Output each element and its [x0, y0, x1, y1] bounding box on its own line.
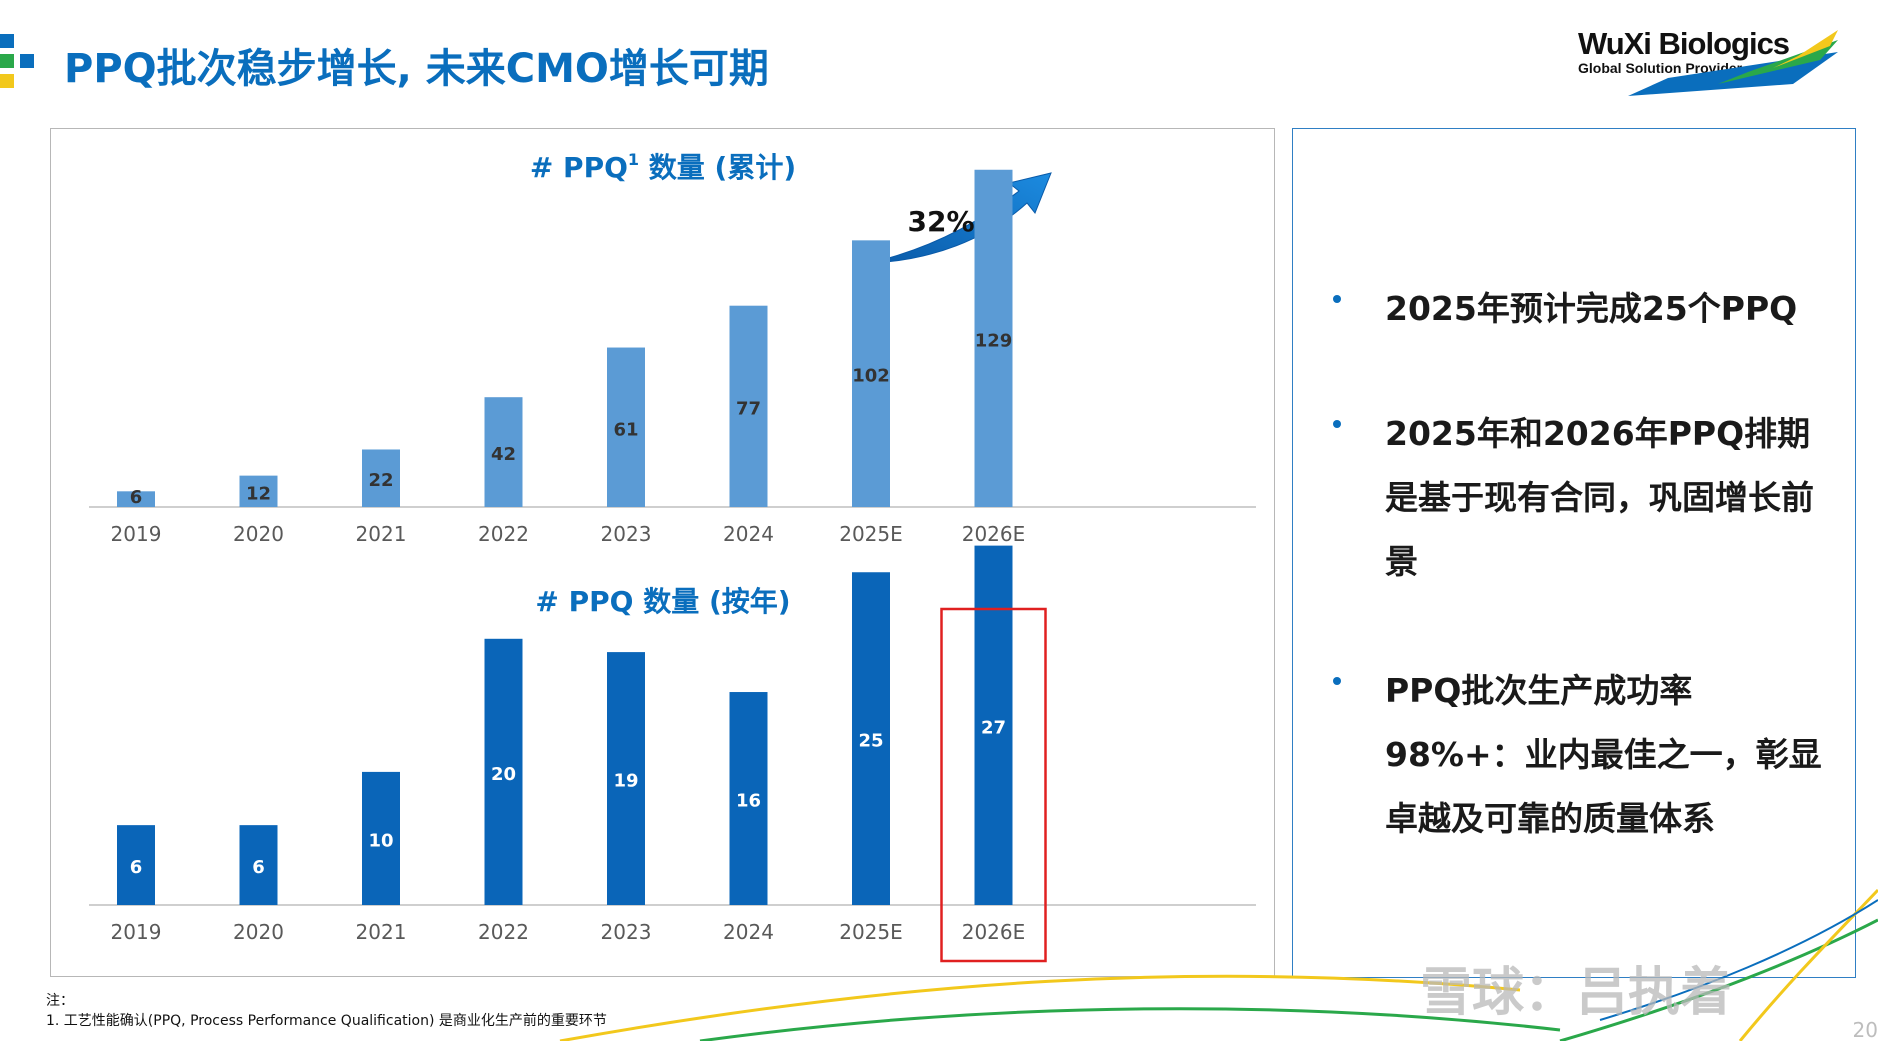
- chart-2-value-label: 27: [981, 717, 1006, 738]
- chart-2-value-label: 16: [736, 791, 761, 812]
- chart-1-tick-label: 2022: [478, 522, 529, 546]
- chart-1-bar-2021: [362, 449, 400, 507]
- footnote-line-1: 1. 工艺性能确认(PPQ, Process Performance Quali…: [46, 1013, 607, 1029]
- chart-2-bar-2024: [729, 692, 768, 905]
- chart-2-value-label: 10: [368, 830, 393, 851]
- chart-2-value-label: 25: [858, 731, 883, 752]
- bullet-dot-icon: [1333, 677, 1341, 685]
- chart-1-title-sup: 1: [628, 150, 639, 169]
- page-number: 20: [1852, 1018, 1878, 1042]
- chart-1-tick-label: 2021: [356, 522, 407, 546]
- wuxi-biologics-logo: WuXi Biologics Global Solution Provider: [1568, 26, 1838, 96]
- chart-1-tick-label: 2024: [723, 522, 774, 546]
- chart-2-tick-label: 2020: [233, 920, 284, 944]
- ppq-bar-charts: # PPQ1 数量 (累计) 32% 620191220202220214220…: [89, 150, 1256, 963]
- chart-2-tick-label: 2025E: [839, 920, 903, 944]
- chart-2-bar-2025E: [852, 572, 890, 905]
- chart-2-value-label: 19: [613, 771, 638, 792]
- key-points-panel: 2025年预计完成25个PPQ 2025年和2026年PPQ排期是基于现有合同，…: [1292, 128, 1856, 978]
- growth-rate-annotation: 32%: [907, 205, 974, 238]
- chart-2-title: # PPQ 数量 (按年): [535, 585, 790, 618]
- chart-1-value-label: 129: [975, 330, 1013, 351]
- chart-2-tick-label: 2024: [723, 920, 774, 944]
- chart-1-bar-2023: [607, 347, 645, 507]
- chart-1-value-label: 42: [491, 444, 516, 465]
- chart-2-tick-label: 2026E: [962, 920, 1026, 944]
- growth-arrow-icon: [868, 172, 1052, 264]
- chart-1-title: # PPQ1 数量 (累计): [530, 150, 796, 184]
- chart-1-title-suffix: 数量 (累计): [639, 151, 796, 184]
- chart-1-value-label: 12: [246, 483, 271, 504]
- chart-2-bar-2026E: [974, 545, 1013, 905]
- chart-1-tick-label: 2020: [233, 522, 284, 546]
- chart-1-bar-2020: [239, 475, 278, 507]
- chart-2-tick-label: 2023: [601, 920, 652, 944]
- bullet-text: 2025年和2026年PPQ排期是基于现有合同，巩固增长前景: [1385, 414, 1814, 581]
- chart-1-title-main: # PPQ: [530, 151, 628, 184]
- chart-1-tick-label: 2025E: [839, 522, 903, 546]
- bullet-text: PPQ批次生产成功率98%+：业内最佳之一，彰显卓越及可靠的质量体系: [1385, 671, 1822, 838]
- chart-2-bar-2021: [362, 771, 400, 905]
- footnote: 注： 1. 工艺性能确认(PPQ, Process Performance Qu…: [46, 991, 607, 1031]
- footnote-label: 注：: [46, 993, 74, 1009]
- chart-2-tick-label: 2022: [478, 920, 529, 944]
- bullet-text: 2025年预计完成25个PPQ: [1385, 289, 1798, 328]
- watermark-text: 雪球：吕执着: [1420, 963, 1733, 1023]
- chart-1-tick-label: 2019: [111, 522, 162, 546]
- chart-2-value-label: 6: [130, 857, 143, 878]
- chart-1-bar-2026E: [974, 169, 1013, 507]
- chart-1-value-label: 61: [613, 419, 638, 440]
- chart-1-value-label: 102: [852, 366, 890, 387]
- chart-1-bar-2022: [484, 397, 523, 507]
- chart-1-bar-2019: [117, 491, 155, 507]
- chart-2-tick-label: 2021: [356, 920, 407, 944]
- chart-2-bar-2020: [239, 825, 278, 905]
- logo-name: WuXi Biologics: [1578, 26, 1790, 61]
- bullet-dot-icon: [1333, 295, 1341, 303]
- chart-1-value-label: 6: [130, 487, 143, 508]
- corner-accent-marks: [0, 34, 40, 100]
- chart-2-tick-label: 2019: [111, 920, 162, 944]
- chart-1-tick-label: 2026E: [962, 522, 1026, 546]
- chart-2-bar-2023: [607, 652, 645, 905]
- chart-1-tick-label: 2023: [601, 522, 652, 546]
- chart-panel: # PPQ1 数量 (累计) 32% 6 2019 12 2020 22 2021 42 20…: [50, 128, 1275, 977]
- bullet-dot-icon: [1333, 420, 1341, 428]
- chart-1-value-label: 22: [368, 470, 393, 491]
- chart-1-bar-2025E: [852, 240, 890, 507]
- chart-1-bar-2024: [729, 305, 768, 507]
- page-title: PPQ批次稳步增长, 未来CMO增长可期: [64, 46, 769, 92]
- chart-2-bar-2022: [484, 638, 523, 905]
- logo-stripe-icon: [1628, 30, 1838, 96]
- chart-2-bar-2019: [117, 825, 155, 905]
- logo-tagline: Global Solution Provider: [1578, 60, 1743, 76]
- chart-2-value-label: 6: [252, 857, 265, 878]
- highlight-box-2026e: [940, 607, 1047, 963]
- chart-1-value-label: 77: [736, 398, 761, 419]
- chart-2-value-label: 20: [491, 764, 516, 785]
